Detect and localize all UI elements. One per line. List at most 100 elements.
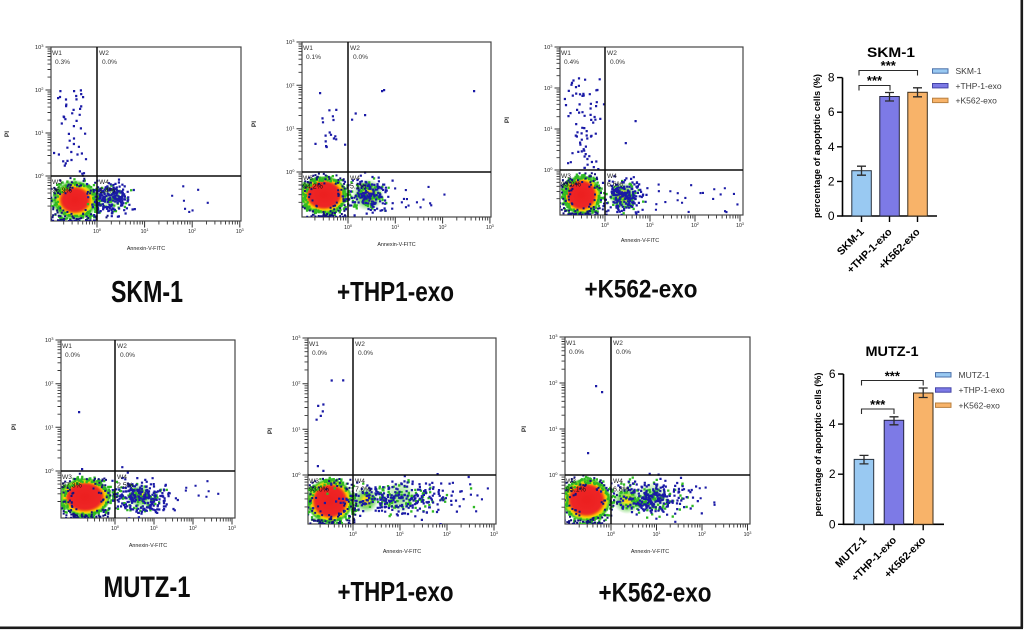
svg-text:103: 103 bbox=[490, 531, 498, 538]
svg-text:W3: W3 bbox=[52, 179, 62, 186]
svg-text:PI: PI bbox=[504, 117, 511, 123]
svg-text:W1: W1 bbox=[566, 340, 576, 347]
svg-text:102: 102 bbox=[292, 380, 301, 388]
svg-text:W4: W4 bbox=[99, 179, 109, 186]
svg-text:101: 101 bbox=[35, 129, 44, 137]
svg-text:102: 102 bbox=[286, 81, 295, 89]
svg-text:W3: W3 bbox=[566, 478, 576, 485]
svg-text:0.3%: 0.3% bbox=[55, 59, 70, 66]
svg-text:6: 6 bbox=[829, 367, 836, 381]
svg-text:***: *** bbox=[881, 58, 897, 73]
svg-text:2.4%: 2.4% bbox=[99, 188, 115, 195]
svg-text:+K562-exo: +K562-exo bbox=[585, 276, 698, 304]
svg-text:PI: PI bbox=[521, 426, 528, 432]
svg-text:103: 103 bbox=[736, 222, 744, 229]
svg-text:101: 101 bbox=[544, 125, 553, 133]
svg-text:100: 100 bbox=[549, 471, 558, 479]
svg-text:102: 102 bbox=[35, 86, 44, 94]
svg-text:100: 100 bbox=[544, 166, 553, 174]
svg-text:100: 100 bbox=[607, 531, 615, 538]
svg-text:PI: PI bbox=[4, 131, 11, 137]
svg-text:SKM-1: SKM-1 bbox=[956, 66, 982, 76]
svg-text:103: 103 bbox=[292, 334, 301, 342]
svg-text:100: 100 bbox=[344, 224, 352, 231]
svg-text:100: 100 bbox=[93, 228, 101, 235]
svg-text:103: 103 bbox=[486, 224, 494, 231]
svg-text:100: 100 bbox=[292, 471, 301, 479]
svg-text:100: 100 bbox=[111, 525, 119, 532]
svg-text:Annexin-V-FITC: Annexin-V-FITC bbox=[377, 242, 415, 248]
svg-text:103: 103 bbox=[549, 333, 558, 341]
svg-text:103: 103 bbox=[35, 43, 44, 51]
svg-text:102: 102 bbox=[691, 222, 699, 229]
svg-text:103: 103 bbox=[544, 43, 553, 51]
svg-text:+THP-1-exo: +THP-1-exo bbox=[956, 81, 1002, 91]
svg-text:102: 102 bbox=[439, 224, 447, 231]
svg-text:101: 101 bbox=[150, 525, 158, 532]
svg-text:SKM-1: SKM-1 bbox=[867, 45, 915, 60]
svg-text:W4: W4 bbox=[613, 478, 623, 485]
svg-text:100: 100 bbox=[601, 222, 609, 229]
svg-text:103: 103 bbox=[236, 228, 244, 235]
svg-text:W2: W2 bbox=[99, 50, 109, 57]
svg-text:W2: W2 bbox=[607, 50, 617, 57]
svg-text:0.0%: 0.0% bbox=[358, 350, 373, 357]
svg-text:percentage of apoptptic cells: percentage of apoptptic cells (%) bbox=[813, 373, 823, 517]
svg-text:+THP1-exo: +THP1-exo bbox=[337, 276, 454, 307]
svg-text:100: 100 bbox=[45, 467, 54, 475]
svg-text:102: 102 bbox=[549, 379, 558, 387]
svg-text:8: 8 bbox=[828, 71, 835, 85]
svg-text:0.0%: 0.0% bbox=[120, 352, 135, 359]
svg-text:102: 102 bbox=[698, 531, 706, 538]
svg-text:6.6%: 6.6% bbox=[607, 182, 623, 189]
svg-text:101: 101 bbox=[141, 228, 149, 235]
svg-text:PI: PI bbox=[267, 428, 274, 434]
svg-text:4: 4 bbox=[829, 417, 836, 431]
svg-text:Annexin-V-FITC: Annexin-V-FITC bbox=[127, 246, 165, 252]
svg-text:0.0%: 0.0% bbox=[569, 349, 584, 356]
svg-text:W3: W3 bbox=[62, 474, 72, 481]
svg-text:W4: W4 bbox=[355, 478, 365, 485]
svg-text:W3: W3 bbox=[309, 478, 319, 485]
svg-text:+THP-1-exo: +THP-1-exo bbox=[959, 385, 1005, 395]
svg-text:W1: W1 bbox=[62, 343, 72, 350]
svg-text:2: 2 bbox=[829, 467, 836, 481]
svg-text:Annexin-V-FITC: Annexin-V-FITC bbox=[631, 549, 669, 555]
svg-text:103: 103 bbox=[45, 336, 54, 344]
svg-text:0.0%: 0.0% bbox=[312, 350, 327, 357]
svg-text:0.0%: 0.0% bbox=[610, 59, 625, 66]
svg-text:***: *** bbox=[885, 369, 901, 384]
svg-text:0.0%: 0.0% bbox=[65, 352, 80, 359]
svg-text:W1: W1 bbox=[303, 45, 313, 52]
svg-text:5.1%: 5.1% bbox=[350, 184, 366, 191]
svg-text:0.0%: 0.0% bbox=[353, 54, 368, 61]
svg-text:W1: W1 bbox=[309, 341, 319, 348]
svg-text:0.1%: 0.1% bbox=[306, 54, 321, 61]
svg-text:+THP1-exo: +THP1-exo bbox=[338, 576, 454, 607]
svg-text:103: 103 bbox=[228, 525, 236, 532]
svg-text:101: 101 bbox=[396, 531, 404, 538]
svg-text:97.3%: 97.3% bbox=[62, 483, 82, 490]
svg-text:Annexin-V-FITC: Annexin-V-FITC bbox=[621, 238, 659, 244]
svg-text:103: 103 bbox=[744, 531, 752, 538]
svg-text:102: 102 bbox=[188, 228, 196, 235]
svg-text:101: 101 bbox=[653, 531, 661, 538]
svg-text:101: 101 bbox=[391, 224, 399, 231]
svg-text:94.2%: 94.2% bbox=[303, 184, 323, 191]
svg-text:***: *** bbox=[867, 73, 883, 88]
svg-text:101: 101 bbox=[549, 425, 558, 433]
svg-text:W4: W4 bbox=[607, 173, 617, 180]
svg-text:103: 103 bbox=[286, 38, 295, 46]
svg-text:2.5%: 2.5% bbox=[117, 483, 133, 490]
svg-text:W4: W4 bbox=[350, 175, 360, 182]
svg-text:percentage of apoptptic cells: percentage of apoptptic cells (%) bbox=[812, 74, 822, 218]
svg-text:0: 0 bbox=[829, 517, 836, 531]
svg-text:PI: PI bbox=[251, 121, 258, 127]
svg-text:102: 102 bbox=[443, 531, 451, 538]
svg-text:93.0%: 93.0% bbox=[561, 182, 581, 189]
svg-text:96.9%: 96.9% bbox=[52, 188, 72, 195]
svg-text:0.4%: 0.4% bbox=[564, 59, 579, 66]
svg-text:101: 101 bbox=[286, 125, 295, 133]
svg-text:+K562-exo: +K562-exo bbox=[959, 400, 1001, 410]
svg-text:0.0%: 0.0% bbox=[616, 349, 631, 356]
